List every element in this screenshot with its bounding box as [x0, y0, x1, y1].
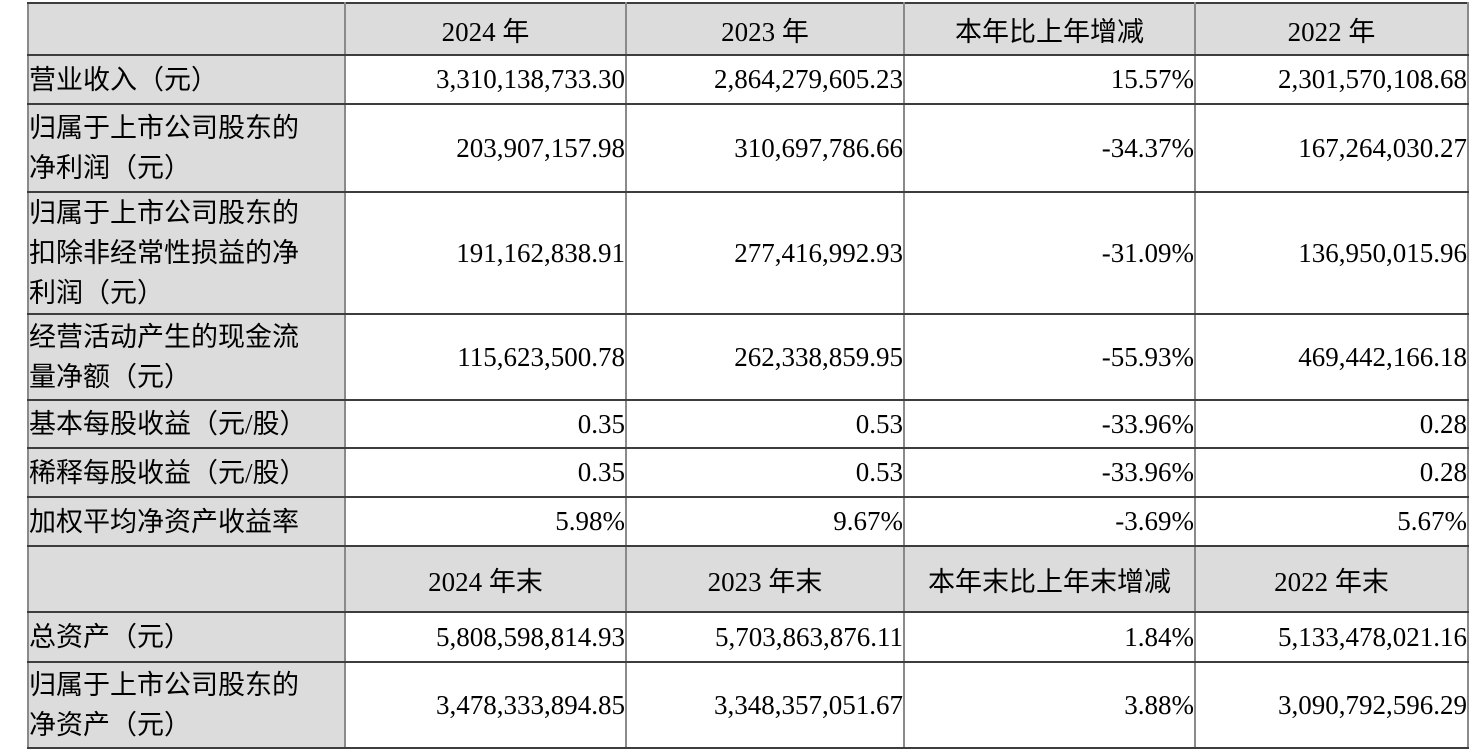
metric-label-cell: 加权平均净资产收益率: [27, 496, 346, 547]
value-2023-cell: 2,864,279,605.23: [625, 54, 905, 105]
value-2023-cell: 277,416,992.93: [625, 191, 905, 315]
yoy-change-cell: 3.88%: [903, 661, 1196, 749]
col-header-2023: 2023 年: [625, 2, 905, 56]
metric-label-cell: 归属于上市公司股东的 扣除非经常性损益的净 利润（元）: [27, 191, 346, 315]
header-row-annual: 2024 年 2023 年 本年比上年增减 2022 年: [27, 2, 1469, 56]
row-net-profit-attributable: 归属于上市公司股东的 净利润（元） 203,907,157.98 310,697…: [27, 103, 1469, 193]
value-2024-cell: 203,907,157.98: [344, 103, 627, 193]
value-2024-cell: 0.35: [344, 399, 627, 449]
value-2023-cell: 0.53: [625, 399, 905, 449]
col-header-2024-end: 2024 年末: [344, 545, 627, 613]
value-2023-cell: 5,703,863,876.11: [625, 611, 905, 663]
value-2022-cell: 469,442,166.18: [1194, 313, 1469, 401]
value-2023-cell: 310,697,786.66: [625, 103, 905, 193]
yoy-change-cell: -33.96%: [903, 399, 1196, 449]
value-2022-cell: 0.28: [1194, 399, 1469, 449]
yoy-change-cell: -34.37%: [903, 103, 1196, 193]
financial-summary-table: 2024 年 2023 年 本年比上年增减 2022 年 营业收入（元） 3,3…: [27, 2, 1469, 749]
col-header-2022: 2022 年: [1194, 2, 1469, 56]
value-2024-cell: 5.98%: [344, 496, 627, 547]
metric-label-cell: 经营活动产生的现金流 量净额（元）: [27, 313, 346, 401]
metric-label-cell: 归属于上市公司股东的 净利润（元）: [27, 103, 346, 193]
row-net-profit-excl-nonrecurring: 归属于上市公司股东的 扣除非经常性损益的净 利润（元） 191,162,838.…: [27, 191, 1469, 315]
metric-label-cell: 稀释每股收益（元/股）: [27, 447, 346, 498]
value-2023-cell: 0.53: [625, 447, 905, 498]
value-2023-cell: 9.67%: [625, 496, 905, 547]
metric-label-cell: 归属于上市公司股东的 净资产（元）: [27, 661, 346, 749]
value-2024-cell: 3,478,333,894.85: [344, 661, 627, 749]
row-diluted-eps: 稀释每股收益（元/股） 0.35 0.53 -33.96% 0.28: [27, 447, 1469, 498]
row-total-assets: 总资产（元） 5,808,598,814.93 5,703,863,876.11…: [27, 611, 1469, 663]
value-2022-cell: 5.67%: [1194, 496, 1469, 547]
col-header-2023-end: 2023 年末: [625, 545, 905, 613]
row-basic-eps: 基本每股收益（元/股） 0.35 0.53 -33.96% 0.28: [27, 399, 1469, 449]
value-2022-cell: 3,090,792,596.29: [1194, 661, 1469, 749]
col-header-yoy-end-change: 本年末比上年末增减: [903, 545, 1196, 613]
header-row-year-end: 2024 年末 2023 年末 本年末比上年末增减 2022 年末: [27, 545, 1469, 613]
value-2022-cell: 136,950,015.96: [1194, 191, 1469, 315]
col-header-2024: 2024 年: [344, 2, 627, 56]
yoy-change-cell: -55.93%: [903, 313, 1196, 401]
yoy-change-cell: 1.84%: [903, 611, 1196, 663]
row-net-assets-attributable: 归属于上市公司股东的 净资产（元） 3,478,333,894.85 3,348…: [27, 661, 1469, 749]
yoy-change-cell: 15.57%: [903, 54, 1196, 105]
value-2024-cell: 0.35: [344, 447, 627, 498]
value-2023-cell: 3,348,357,051.67: [625, 661, 905, 749]
value-2022-cell: 5,133,478,021.16: [1194, 611, 1469, 663]
row-weighted-avg-roe: 加权平均净资产收益率 5.98% 9.67% -3.69% 5.67%: [27, 496, 1469, 547]
corner-blank-cell: [27, 2, 346, 56]
metric-label-cell: 营业收入（元）: [27, 54, 346, 105]
value-2024-cell: 191,162,838.91: [344, 191, 627, 315]
row-operating-cash-flow: 经营活动产生的现金流 量净额（元） 115,623,500.78 262,338…: [27, 313, 1469, 401]
metric-label-cell: 总资产（元）: [27, 611, 346, 663]
value-2022-cell: 0.28: [1194, 447, 1469, 498]
corner-blank-cell: [27, 545, 346, 613]
yoy-change-cell: -31.09%: [903, 191, 1196, 315]
col-header-yoy-change: 本年比上年增减: [903, 2, 1196, 56]
yoy-change-cell: -33.96%: [903, 447, 1196, 498]
value-2024-cell: 3,310,138,733.30: [344, 54, 627, 105]
col-header-2022-end: 2022 年末: [1194, 545, 1469, 613]
metric-label-cell: 基本每股收益（元/股）: [27, 399, 346, 449]
value-2022-cell: 167,264,030.27: [1194, 103, 1469, 193]
row-operating-revenue: 营业收入（元） 3,310,138,733.30 2,864,279,605.2…: [27, 54, 1469, 105]
value-2024-cell: 5,808,598,814.93: [344, 611, 627, 663]
value-2023-cell: 262,338,859.95: [625, 313, 905, 401]
value-2024-cell: 115,623,500.78: [344, 313, 627, 401]
yoy-change-cell: -3.69%: [903, 496, 1196, 547]
value-2022-cell: 2,301,570,108.68: [1194, 54, 1469, 105]
